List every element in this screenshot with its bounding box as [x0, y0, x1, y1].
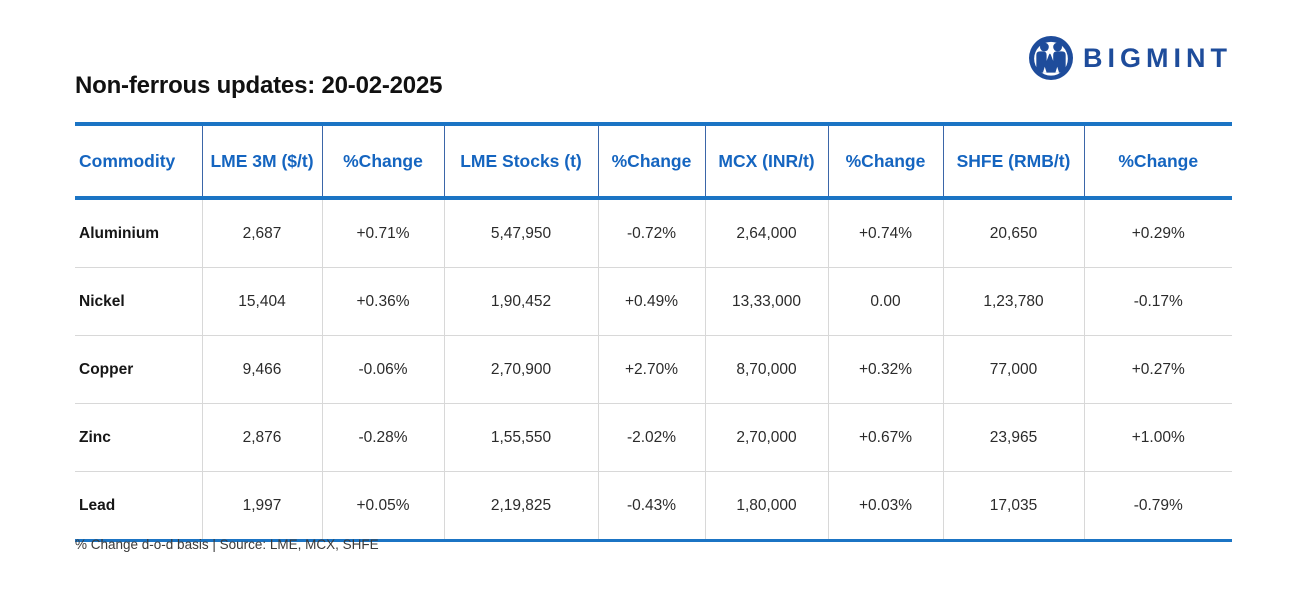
column-header-6: %Change	[828, 124, 944, 200]
value-cell: 17,035	[943, 471, 1085, 541]
value-cell: 9,466	[202, 335, 323, 404]
value-cell: +2.70%	[598, 335, 706, 404]
table-header-row: Commodity LME 3M ($/t) %Change LME Stocks (…	[75, 124, 1232, 200]
value-cell: 77,000	[943, 335, 1085, 404]
column-header-7: SHFE (RMB/t)	[943, 124, 1085, 200]
value-cell: 2,876	[202, 403, 323, 472]
value-cell: 1,23,780	[943, 267, 1085, 336]
commodity-cell: Zinc	[75, 403, 203, 472]
column-header-0: Commodity	[75, 124, 203, 200]
table-row: Nickel 15,404 +0.36% 1,90,452 +0.49% 13,33,00…	[75, 267, 1232, 336]
commodity-cell: Nickel	[75, 267, 203, 336]
value-cell: 2,19,825	[444, 471, 599, 541]
value-cell: 13,33,000	[705, 267, 829, 336]
footnote: % Change d-o-d basis | Source: LME, MCX,…	[75, 537, 379, 552]
column-header-2: %Change	[322, 124, 445, 200]
value-cell: +0.67%	[828, 403, 944, 472]
value-cell: 23,965	[943, 403, 1085, 472]
value-cell: 2,70,000	[705, 403, 829, 472]
column-header-8: %Change	[1084, 124, 1232, 200]
value-cell: +1.00%	[1084, 403, 1232, 472]
value-cell: -0.06%	[322, 335, 445, 404]
value-cell: -0.79%	[1133, 496, 1183, 514]
brand-name: BIGMINT	[1083, 42, 1232, 73]
value-cell: 20,650	[943, 198, 1085, 268]
commodity-cell: Aluminium	[75, 198, 203, 268]
value-cell: +0.74%	[828, 198, 944, 268]
table-row: Lead 1,997 +0.05% 2,19,825 -0.43% 1,80,000 +0.…	[75, 471, 1232, 541]
value-cell: -0.43%	[598, 471, 706, 541]
table-row: Copper 9,466 -0.06% 2,70,900 +2.70% 8,70,000 +…	[75, 335, 1232, 404]
value-cell: +0.36%	[322, 267, 445, 336]
value-cell: +0.05%	[322, 471, 445, 541]
table-row: Zinc 2,876 -0.28% 1,55,550 -2.02% 2,70,000 +0.…	[75, 403, 1232, 472]
value-cell: 5,47,950	[444, 198, 599, 268]
value-cell: 1,55,550	[444, 403, 599, 472]
commodity-cell: Copper	[75, 335, 203, 404]
value-cell: +0.49%	[598, 267, 706, 336]
value-cell: 8,70,000	[705, 335, 829, 404]
page-title: Non-ferrous updates: 20-02-2025	[75, 72, 443, 99]
value-cell: 2,70,900	[444, 335, 599, 404]
value-cell: -0.17%	[1084, 267, 1232, 336]
value-cell: 1,90,452	[444, 267, 599, 336]
value-cell: 2,687	[202, 198, 323, 268]
table-body: Aluminium 2,687 +0.71% 5,47,950 -0.72% 2,64,0…	[75, 198, 1232, 541]
brand-logo: BIGMINT	[1029, 36, 1232, 80]
value-cell: +0.27%	[1084, 335, 1232, 404]
column-header-5: MCX (INR/t)	[705, 124, 829, 200]
value-cell: 15,404	[202, 267, 323, 336]
value-cell: 2,64,000	[705, 198, 829, 268]
value-cell: +0.29%	[1084, 198, 1232, 268]
value-cell: +0.03%	[828, 471, 944, 541]
value-cell: 1,997	[202, 471, 323, 541]
commodity-cell: Lead	[75, 471, 203, 541]
value-cell: -0.28%	[322, 403, 445, 472]
value-cell: -0.72%	[598, 198, 706, 268]
value-cell: 1,80,000	[705, 471, 829, 541]
column-header-3: LME Stocks (t)	[444, 124, 599, 200]
table-row: Aluminium 2,687 +0.71% 5,47,950 -0.72% 2,64,0…	[75, 198, 1232, 268]
column-header-4: %Change	[598, 124, 706, 200]
bigmint-logo-icon	[1029, 36, 1073, 80]
value-cell: +0.71%	[322, 198, 445, 268]
value-cell: +0.32%	[828, 335, 944, 404]
column-header-1: LME 3M ($/t)	[202, 124, 323, 200]
non-ferrous-table: Commodity LME 3M ($/t) %Change LME Stocks (…	[75, 122, 1232, 542]
value-cell: -2.02%	[598, 403, 706, 472]
value-cell: 0.00	[828, 267, 944, 336]
